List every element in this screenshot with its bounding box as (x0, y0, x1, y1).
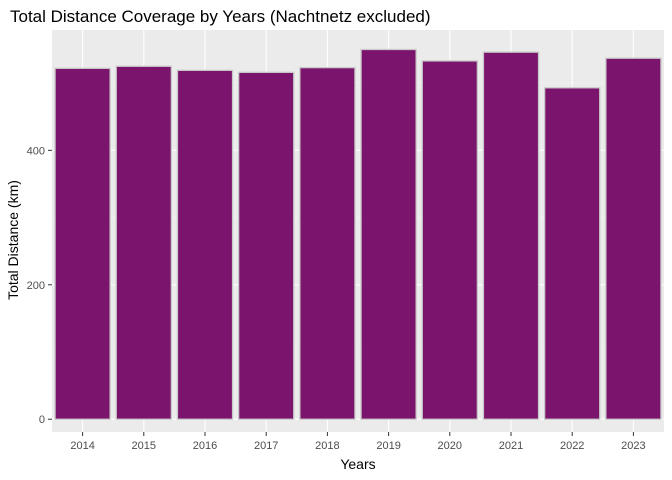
y-tick-label: 400 (27, 145, 45, 157)
x-tick-label: 2019 (376, 440, 400, 452)
bar-2020 (421, 60, 478, 420)
bar-2014 (54, 67, 111, 420)
bar-2016 (176, 69, 234, 420)
x-tick-label: 2017 (254, 440, 278, 452)
x-tick-label: 2022 (560, 440, 584, 452)
bar-2017 (238, 71, 295, 420)
y-axis-title: Total Distance (km) (5, 180, 21, 300)
x-axis-title: Years (340, 456, 375, 472)
x-tick-label: 2016 (193, 440, 217, 452)
x-tick-label: 2018 (315, 440, 339, 452)
bar-2022 (544, 87, 601, 420)
bar-2019 (360, 48, 417, 420)
x-axis: 2014 2015 2016 2017 2018 2019 2020 2021 2022 2023 (70, 432, 646, 452)
y-tick-label: 0 (39, 414, 45, 426)
y-tick-label: 200 (27, 280, 45, 292)
bar-2018 (299, 66, 356, 420)
y-axis: 0 200 400 (27, 145, 52, 426)
bar-2023 (605, 57, 662, 420)
bars (54, 48, 662, 420)
x-tick-label: 2021 (499, 440, 523, 452)
chart-title: Total Distance Coverage by Years (Nachtn… (10, 7, 431, 26)
bar-2021 (482, 51, 540, 420)
x-tick-label: 2023 (621, 440, 645, 452)
x-tick-label: 2020 (438, 440, 462, 452)
x-tick-label: 2014 (70, 440, 94, 452)
bar-2015 (115, 65, 172, 420)
x-tick-label: 2015 (132, 440, 156, 452)
